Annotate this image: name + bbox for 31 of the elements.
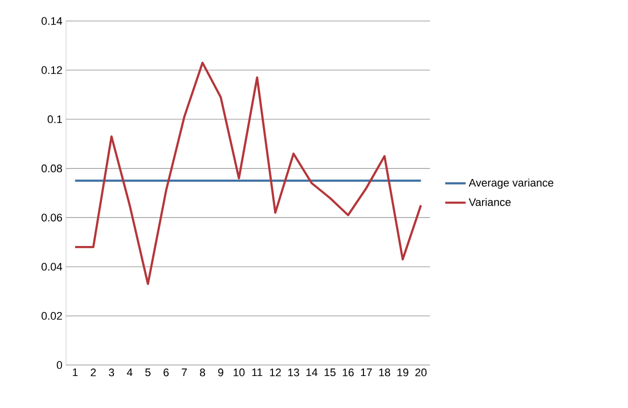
- x-tick-label: 7: [182, 368, 187, 376]
- x-tick-label: 19: [397, 368, 408, 376]
- x-tick-label: 3: [108, 368, 114, 376]
- x-tick-label: 20: [415, 368, 427, 376]
- y-tick-label: 0.04: [42, 262, 62, 271]
- x-tick-label: 1: [72, 368, 78, 376]
- y-tick-label: 0.06: [42, 214, 62, 222]
- y-tick-label: 0.14: [42, 17, 62, 25]
- x-tick-label: 17: [361, 368, 372, 376]
- legend-label: Average variance: [468, 178, 554, 189]
- x-tick-label: 12: [270, 368, 281, 376]
- line-series: [74, 62, 422, 286]
- x-tick-label: 13: [288, 368, 300, 376]
- y-tick-label: 0.12: [42, 66, 62, 74]
- x-tick-label: 14: [306, 368, 318, 376]
- x-tick-label: 4: [126, 368, 132, 376]
- x-tick-label: 16: [342, 368, 354, 376]
- y-tick-label: 0: [56, 361, 62, 369]
- y-tick-label: 0.08: [42, 164, 62, 172]
- x-tick-label: 10: [234, 368, 245, 376]
- x-tick-label: 9: [218, 368, 224, 376]
- legend-label: Variance: [468, 198, 511, 206]
- x-tick-label: 18: [379, 368, 390, 376]
- x-tick-label: 11: [252, 368, 262, 376]
- x-tick-label: 6: [164, 368, 169, 376]
- x-tick-label: 8: [200, 368, 206, 376]
- y-tick-label: 0.02: [42, 312, 62, 320]
- x-tick-label: 15: [324, 368, 336, 376]
- x-tick-label: 5: [145, 368, 150, 376]
- x-tick-label: 2: [90, 368, 96, 376]
- y-tick-label: 0.1: [48, 115, 62, 124]
